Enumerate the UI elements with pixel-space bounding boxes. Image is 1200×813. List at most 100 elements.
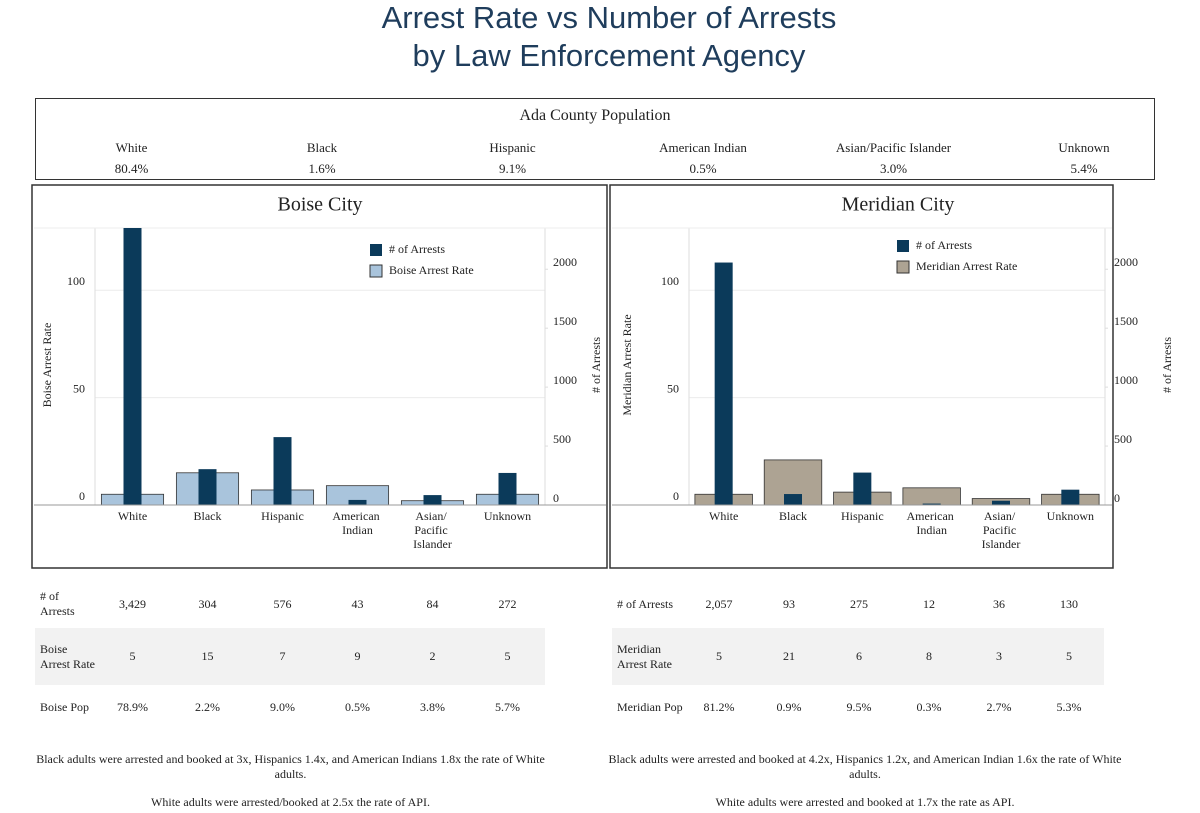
y2-tick-label: 1000	[1114, 373, 1138, 387]
group-value: 0.5%	[689, 161, 717, 176]
table-cell: 5.7%	[495, 700, 520, 714]
table-cell: 5	[1034, 628, 1104, 685]
y2-tick-label: 1000	[553, 373, 577, 387]
chart-frame	[609, 184, 1114, 569]
table-cell: 9.5%	[846, 700, 872, 714]
page-title: by Law Enforcement Agency	[413, 38, 806, 73]
y2-tick-label: 0	[1114, 491, 1120, 505]
y2-tick-label: 0	[553, 491, 559, 505]
y-tick-label: 100	[661, 274, 679, 288]
y2-tick-label: 1500	[553, 314, 577, 328]
table-cell: 5	[470, 628, 545, 685]
x-tick-label-line: Hispanic	[261, 509, 304, 523]
table-cell: 5	[684, 628, 754, 685]
table-cell: 2.2%	[195, 700, 220, 714]
y-tick-label: 100	[67, 274, 85, 288]
population-group: Asian/Pacific Islander 3.0%	[798, 137, 989, 179]
group-value: 1.6%	[308, 161, 336, 176]
y-tick-label: 50	[667, 381, 679, 395]
group-value: 9.1%	[498, 161, 527, 176]
legend-label: # of Arrests	[916, 238, 972, 252]
table-cell: 21	[754, 628, 824, 685]
bar	[423, 495, 442, 505]
x-tick-label-line: Asian/	[415, 509, 449, 523]
y-tick-label: 50	[73, 381, 85, 395]
bar	[922, 503, 941, 505]
bar	[348, 499, 367, 505]
table-cell: 5	[95, 628, 170, 685]
group-name: White	[115, 140, 148, 155]
group-value: 3.0%	[879, 161, 908, 176]
x-tick-label-line: Islander	[982, 537, 1021, 551]
table-cell: 9	[320, 628, 395, 685]
legend-label: Meridian Arrest Rate	[916, 259, 1017, 273]
x-tick-label: Hispanic	[261, 509, 304, 523]
y2-tick-label: 500	[553, 432, 571, 446]
population-group: Hispanic 9.1%	[417, 137, 608, 179]
x-tick-label-line: Indian	[342, 523, 373, 537]
x-tick-label-line: American	[907, 509, 957, 523]
group-value: 80.4%	[114, 161, 149, 176]
group-name: Hispanic	[489, 140, 536, 155]
population-panel: Ada County Population White 80.4% Black 1.6…	[35, 98, 1155, 180]
x-tick-label-line: Pacific	[414, 523, 450, 537]
note: White adults were arrested/booked at 2.5…	[151, 795, 430, 809]
table-cell: 81.2%	[703, 700, 735, 714]
y2-tick-label: 2000	[553, 255, 577, 269]
x-tick-label-line: Hispanic	[841, 509, 884, 523]
row-label: Meridian Arrest Rate	[612, 628, 684, 685]
population-title: Ada County Population	[519, 107, 671, 124]
table-cell: 3	[964, 628, 1034, 685]
legend-swatch	[897, 240, 909, 252]
table-cell: 6	[824, 628, 894, 685]
x-tick-label-line: Indian	[916, 523, 947, 537]
row-label: # of Arrests	[40, 589, 75, 618]
group-name: Asian/Pacific Islander	[835, 140, 952, 155]
table-cell: 275	[850, 596, 868, 611]
note: Black adults were arrested and booked at…	[36, 752, 545, 781]
y2-tick-label: 1500	[1114, 314, 1138, 328]
y-axis-title: Boise Arrest Rate	[40, 323, 54, 408]
y2-axis-title: # of Arrests	[1160, 337, 1174, 393]
x-tick-label-line: Asian/	[984, 509, 1018, 523]
page-title: Arrest Rate vs Number of Arrests	[382, 0, 837, 35]
table-cell: 93	[783, 596, 795, 611]
data-table: # of Arrests 2,057 93 275 12 36 130 Meridian Ar…	[612, 580, 1104, 730]
x-tick-label: American Indian	[907, 509, 957, 537]
x-tick-label-line: Pacific	[983, 523, 1019, 537]
x-tick-label: Hispanic	[841, 509, 884, 523]
row-label: Meridian Pop	[617, 700, 683, 714]
bar	[714, 262, 733, 505]
x-tick-label: Asian/ Pacific Islander	[982, 509, 1021, 551]
x-tick-label: Unknown	[484, 509, 531, 523]
bar	[992, 500, 1010, 505]
row-label: Boise Arrest Rate	[35, 628, 95, 685]
table-cell: 272	[498, 596, 517, 611]
population-group: Unknown 5.4%	[989, 137, 1180, 179]
y-tick-label: 0	[79, 489, 85, 503]
x-tick-label-line: Unknown	[1047, 509, 1094, 523]
table-cell: 3,429	[119, 596, 146, 611]
table-cell: 5.3%	[1056, 700, 1082, 714]
table-cell: 2.7%	[986, 700, 1012, 714]
data-table: # of Arrests 3,429 304 576 43 84 272 Boise Arre…	[35, 580, 545, 730]
row-label: # of Arrests	[617, 596, 673, 611]
table-cell: 36	[993, 596, 1005, 611]
x-tick-label-line: White	[709, 509, 738, 523]
y2-axis-title: # of Arrests	[589, 337, 603, 393]
bar	[123, 228, 142, 505]
bar	[902, 487, 961, 505]
legend-swatch	[369, 264, 383, 278]
table-cell: 576	[273, 596, 292, 611]
chart-title: Meridian City	[842, 194, 955, 216]
group-value: 5.4%	[1070, 161, 1098, 176]
group-name: American Indian	[659, 140, 747, 155]
population-group: White 80.4%	[36, 137, 227, 179]
legend-label: # of Arrests	[389, 242, 445, 256]
table-cell: 43	[351, 596, 364, 611]
x-tick-label-line: Unknown	[484, 509, 531, 523]
table-cell: 130	[1060, 596, 1078, 611]
bar	[1061, 489, 1080, 505]
